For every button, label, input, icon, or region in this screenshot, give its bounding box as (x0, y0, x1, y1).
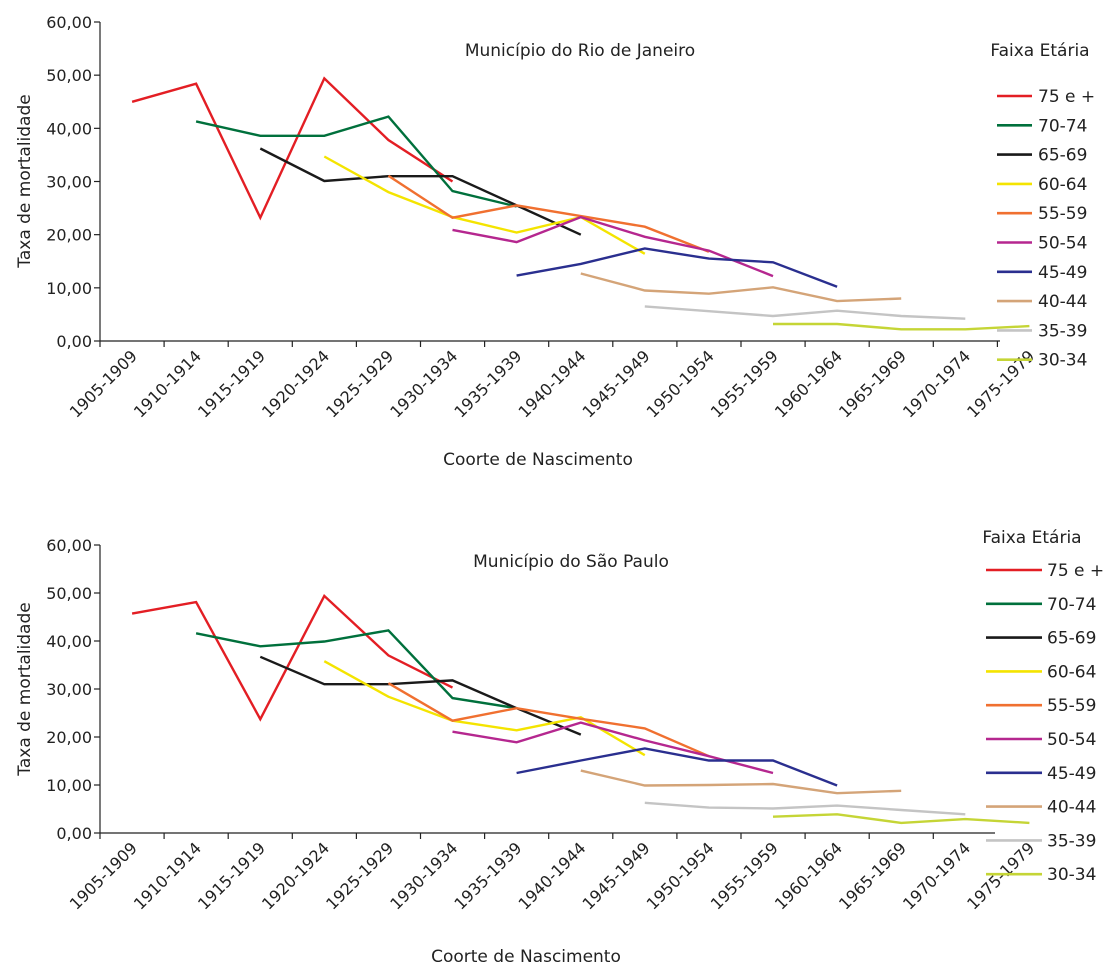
series-line-30-34 (773, 322, 1030, 331)
y-tick-label: 40,00 (46, 119, 92, 138)
legend-label: 70-74 (1038, 116, 1087, 136)
x-tick-label: 1975-1979 (963, 346, 1038, 421)
x-tick-label: 1935-1939 (450, 838, 525, 913)
series-line-30-34 (772, 813, 1030, 825)
x-tick-label: 1925-1929 (322, 838, 397, 913)
series-line-65-69 (259, 147, 582, 236)
y-axis-label: Taxa de mortalidade (15, 602, 35, 776)
x-tick-label: 1970-1974 (899, 346, 974, 421)
series-line-45-49 (516, 247, 838, 288)
x-tick-label: 1935-1939 (450, 346, 525, 421)
x-tick-label: 1945-1949 (579, 838, 654, 913)
legend-label: 40-44 (1038, 292, 1087, 312)
legend-label: 40-44 (1047, 798, 1096, 818)
y-tick-label: 30,00 (46, 173, 92, 192)
chart-title: Município do São Paulo (473, 552, 669, 572)
series-line-75-e- (131, 593, 454, 722)
series-line-35-39 (644, 801, 966, 816)
series-line-65-69 (259, 655, 582, 736)
x-tick-label: 1925-1929 (322, 346, 397, 421)
x-tick-label: 1960-1964 (771, 838, 846, 913)
y-axis-label: Taxa de mortalidade (15, 94, 35, 268)
x-axis-label: Coorte de Nascimento (431, 947, 621, 967)
x-tick-label: 1915-1919 (194, 346, 269, 421)
y-tick-label: 50,00 (46, 584, 92, 603)
x-tick-label: 1975-1979 (963, 838, 1038, 913)
legend-label: 55-59 (1047, 696, 1096, 716)
x-tick-label: 1905-1909 (66, 838, 141, 913)
legend-label: 35-39 (1038, 321, 1087, 341)
series-line-70-74 (195, 115, 517, 208)
legend-label: 75 e + (1047, 561, 1104, 581)
legend-label: 60-64 (1038, 175, 1087, 195)
x-tick-label: 1945-1949 (579, 346, 654, 421)
x-tick-label: 1950-1954 (643, 346, 718, 421)
chart-title: Município do Rio de Janeiro (465, 41, 695, 61)
x-tick-label: 1920-1924 (258, 346, 333, 421)
series-line-75-e- (131, 76, 454, 221)
series-line-70-74 (195, 629, 517, 710)
legend-label: 30-34 (1038, 351, 1087, 371)
legend-label: 45-49 (1038, 263, 1087, 283)
x-tick-label: 1940-1944 (514, 838, 589, 913)
legend-label: 35-39 (1047, 831, 1096, 851)
y-tick-label: 0,00 (56, 824, 92, 843)
legend-label: 75 e + (1038, 87, 1095, 107)
x-tick-label: 1955-1959 (707, 346, 782, 421)
y-tick-label: 60,00 (46, 536, 92, 555)
y-tick-label: 50,00 (46, 66, 92, 85)
legend-label: 70-74 (1047, 595, 1096, 615)
series-line-60-64 (323, 660, 646, 757)
legend-label: 50-54 (1038, 234, 1087, 254)
legend-title: Faixa Etária (990, 41, 1089, 61)
chart-1: 0,00 10,00 20,00 30,00 40,00 50,00 60,00 1905-1… (15, 13, 1095, 470)
legend-label: 50-54 (1047, 730, 1096, 750)
x-tick-label: 1955-1959 (707, 838, 782, 913)
series-line-40-44 (580, 272, 902, 303)
series-line-55-59 (387, 682, 710, 758)
x-axis-label: Coorte de Nascimento (443, 450, 633, 470)
x-tick-label: 1965-1969 (835, 346, 910, 421)
x-tick-label: 1950-1954 (643, 838, 718, 913)
chart-2: 0,00 10,00 20,00 30,00 40,00 50,00 60,00 1905-1… (15, 528, 1104, 967)
x-tick-label: 1910-1914 (130, 346, 205, 421)
legend-label: 45-49 (1047, 764, 1096, 784)
legend-label: 55-59 (1038, 204, 1087, 224)
legend-title: Faixa Etária (982, 528, 1081, 548)
legend-label: 60-64 (1047, 662, 1096, 682)
y-tick-label: 40,00 (46, 632, 92, 651)
x-tick-label: 1965-1969 (835, 838, 910, 913)
x-tick-label: 1960-1964 (771, 346, 846, 421)
x-tick-label: 1920-1924 (258, 838, 333, 913)
x-tick-label: 1930-1934 (386, 838, 461, 913)
x-tick-label: 1915-1919 (194, 838, 269, 913)
series-line-50-54 (452, 215, 774, 278)
y-tick-label: 20,00 (46, 728, 92, 747)
legend-label: 65-69 (1047, 629, 1096, 649)
x-tick-label: 1905-1909 (66, 346, 141, 421)
y-tick-label: 10,00 (46, 279, 92, 298)
series-line-50-54 (452, 721, 774, 775)
y-tick-label: 0,00 (56, 332, 92, 351)
x-tick-label: 1910-1914 (130, 838, 205, 913)
y-tick-label: 30,00 (46, 680, 92, 699)
y-tick-label: 10,00 (46, 776, 92, 795)
series-line-35-39 (644, 305, 966, 320)
series-line-45-49 (516, 747, 838, 787)
series-line-55-59 (387, 174, 710, 253)
y-tick-label: 60,00 (46, 13, 92, 32)
series-line-40-44 (580, 769, 902, 795)
legend-label: 30-34 (1047, 865, 1096, 885)
series-line-60-64 (323, 155, 646, 255)
x-tick-label: 1930-1934 (386, 346, 461, 421)
y-tick-label: 20,00 (46, 226, 92, 245)
legend-label: 65-69 (1038, 146, 1087, 166)
x-tick-label: 1940-1944 (514, 346, 589, 421)
x-tick-label: 1970-1974 (899, 838, 974, 913)
